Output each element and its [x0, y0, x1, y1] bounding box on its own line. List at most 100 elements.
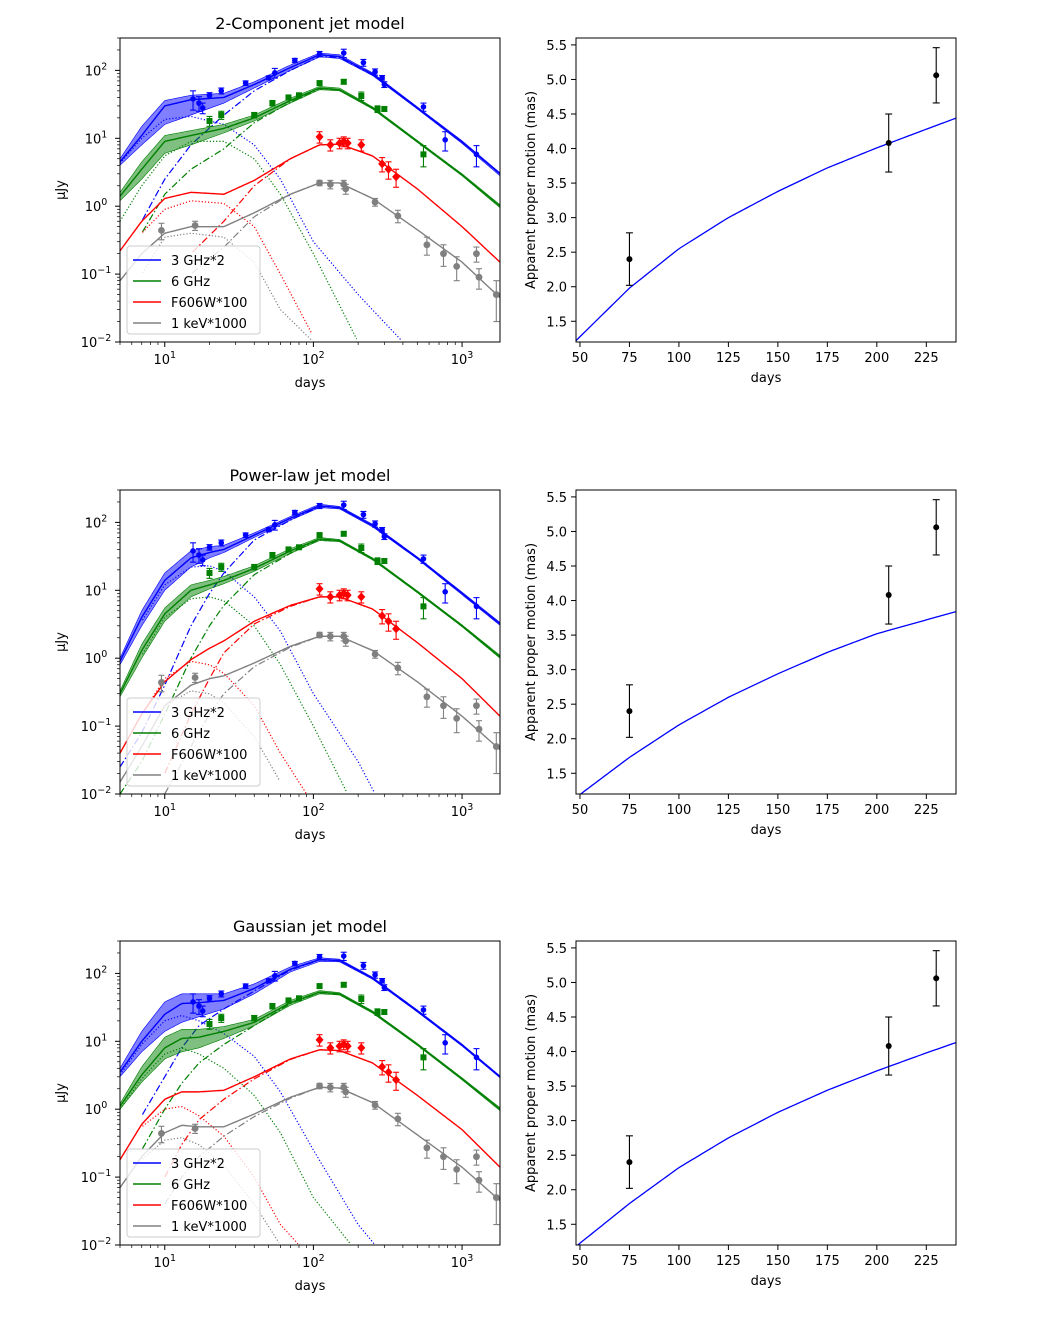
- y-tick-label: 5.5: [546, 39, 567, 54]
- series-6-ghz: [120, 530, 500, 794]
- x-tick-label: 50: [572, 351, 589, 366]
- narrow-component-line: [141, 565, 375, 793]
- model-line: [120, 596, 500, 754]
- data-point: [933, 975, 940, 982]
- data-point: [358, 544, 365, 551]
- y-tick-label: 5.0: [546, 976, 567, 991]
- y-tick-label-base: 10: [85, 1035, 102, 1050]
- x-tick-label: 75: [621, 351, 638, 366]
- data-point: [392, 624, 401, 634]
- model-line: [120, 182, 500, 299]
- series-3-ghz-2: [120, 48, 500, 341]
- series-3-ghz-2: [120, 500, 500, 793]
- data-point: [242, 80, 249, 86]
- x-tick-label: 225: [914, 351, 939, 366]
- legend-label: 3 GHz*2: [171, 1157, 225, 1172]
- data-point: [933, 524, 940, 531]
- data-point: [420, 1007, 427, 1013]
- legend-box: [126, 1148, 261, 1238]
- data-point: [206, 544, 213, 551]
- y-tick-label: 5.0: [546, 525, 567, 540]
- legend-label: 1 keV*1000: [171, 769, 247, 784]
- data-point: [885, 592, 892, 599]
- data-point: [251, 564, 258, 571]
- data-point: [453, 1165, 461, 1173]
- data-point: [473, 151, 480, 158]
- y-tick-label: 102: [85, 61, 108, 79]
- axes-frame: [575, 489, 957, 795]
- x-tick-label: 150: [765, 351, 790, 366]
- y-tick-label: 2.0: [546, 733, 567, 748]
- x-tick-label: 50: [572, 1254, 589, 1269]
- x-tick-label: 125: [716, 1254, 741, 1269]
- y-tick-label: 2.0: [546, 1184, 567, 1199]
- x-tick-label-base: 10: [302, 805, 319, 820]
- data-point: [372, 521, 378, 527]
- confidence-band: [120, 504, 500, 666]
- data-point: [475, 273, 483, 281]
- y-tick-label-base: 10: [81, 1171, 98, 1186]
- x-tick-label: 101: [153, 802, 176, 820]
- y-axis-label: Apparent proper motion (mas): [524, 994, 539, 1192]
- x-axis-label: days: [295, 376, 326, 391]
- data-point: [340, 530, 347, 537]
- data-point: [381, 984, 388, 991]
- data-point: [196, 1003, 202, 1009]
- y-tick-label: 3.0: [546, 664, 567, 679]
- data-point: [473, 250, 480, 258]
- data-point: [190, 96, 196, 102]
- y-tick-label: 2.5: [546, 698, 567, 713]
- data-point: [423, 241, 431, 249]
- narrow-component-line: [120, 1047, 351, 1244]
- plot-area: [576, 47, 956, 342]
- data-point: [381, 1009, 388, 1016]
- legend: 3 GHz*2 6 GHz F606W*100 1 keV*1000: [126, 1148, 261, 1238]
- x-tick-label: 100: [667, 1254, 692, 1269]
- proper-motion-model-line: [579, 610, 956, 794]
- x-tick-label-exp: 2: [319, 802, 325, 813]
- data-point: [269, 100, 276, 107]
- data-point: [251, 112, 258, 119]
- y-tick-label: 102: [85, 964, 108, 982]
- y-tick-label-base: 10: [85, 516, 102, 531]
- legend-label: 1 keV*1000: [171, 1220, 247, 1235]
- data-point: [442, 589, 448, 595]
- data-point: [316, 1082, 323, 1090]
- y-tick-label-base: 10: [85, 1103, 102, 1118]
- y-tick-label: 101: [85, 1032, 108, 1050]
- data-point: [492, 1194, 500, 1201]
- y-tick-label: 100: [85, 649, 108, 667]
- confidence-band: [120, 537, 500, 698]
- data-point: [473, 1054, 480, 1061]
- data-point: [360, 511, 367, 518]
- data-point: [381, 81, 388, 88]
- data-point: [272, 522, 278, 528]
- data-point: [206, 995, 213, 1002]
- y-axis-label: Apparent proper motion (mas): [524, 543, 539, 741]
- x-tick-label: 225: [914, 803, 939, 818]
- data-point: [316, 983, 323, 990]
- legend: 3 GHz*2 6 GHz F606W*100 1 keV*1000: [126, 245, 261, 335]
- legend-label: 3 GHz*2: [171, 706, 225, 721]
- data-point: [191, 674, 199, 681]
- y-tick-label: 4.5: [546, 560, 567, 575]
- data-point: [196, 100, 202, 106]
- y-tick-label: 1.5: [546, 1218, 567, 1233]
- data-point: [394, 212, 402, 220]
- data-point: [492, 291, 500, 298]
- wide-component-line: [120, 538, 418, 794]
- x-axis-label: days: [751, 1274, 782, 1289]
- x-tick-label: 102: [302, 350, 325, 368]
- legend-label: F606W*100: [171, 748, 247, 763]
- x-tick-label-exp: 2: [319, 350, 325, 361]
- data-point: [374, 1009, 381, 1016]
- data-point: [473, 1153, 480, 1161]
- data-point: [269, 552, 276, 559]
- model-line: [120, 1049, 500, 1168]
- y-tick-label: 2.0: [546, 281, 567, 296]
- data-point: [384, 1067, 393, 1077]
- x-tick-label: 103: [451, 802, 474, 820]
- model-line: [120, 54, 500, 175]
